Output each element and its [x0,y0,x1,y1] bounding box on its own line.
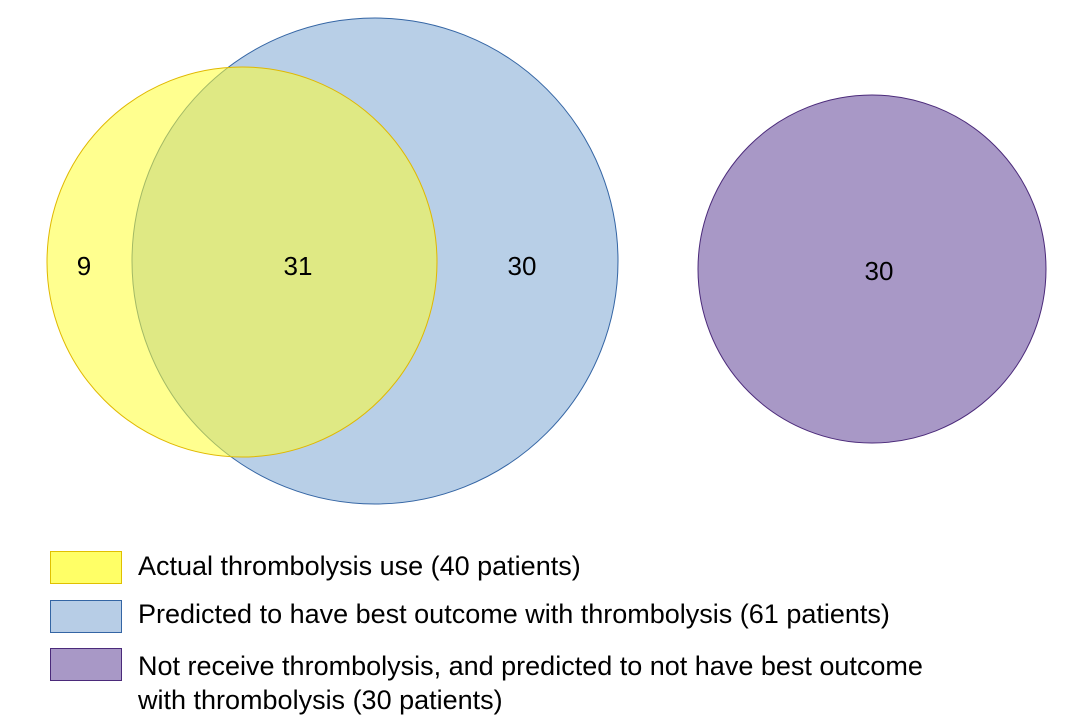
count-predicted-only: 30 [508,251,537,281]
not-receive-circle [697,94,1047,444]
legend-swatch-not-receive [50,648,122,681]
count-actual-only: 9 [77,251,91,281]
legend-label-not-receive-line1: Not receive thrombolysis, and predicted … [138,651,923,681]
legend-label-not-receive-line2: with thrombolysis (30 patients) [138,685,503,715]
legend-label-actual: Actual thrombolysis use (40 patients) [138,551,581,581]
actual-thrombolysis-circle [46,66,438,458]
legend-swatch-actual [50,551,122,584]
count-both: 31 [284,251,313,281]
legend-label-predicted: Predicted to have best outcome with thro… [138,599,890,629]
legend-swatch-predicted [50,600,122,633]
count-not-receive: 30 [865,256,894,286]
